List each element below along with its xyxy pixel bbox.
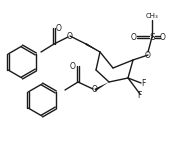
Text: O: O [92, 86, 98, 95]
Text: O: O [145, 50, 151, 59]
Polygon shape [94, 82, 109, 91]
Text: F: F [141, 78, 145, 87]
Polygon shape [86, 43, 100, 52]
Text: S: S [149, 33, 155, 41]
Text: CH₃: CH₃ [146, 13, 158, 19]
Text: F: F [137, 90, 141, 99]
Text: O: O [70, 62, 76, 70]
Text: O: O [67, 32, 73, 41]
Text: O: O [131, 33, 137, 41]
Text: O: O [56, 24, 62, 33]
Text: O: O [160, 33, 166, 41]
